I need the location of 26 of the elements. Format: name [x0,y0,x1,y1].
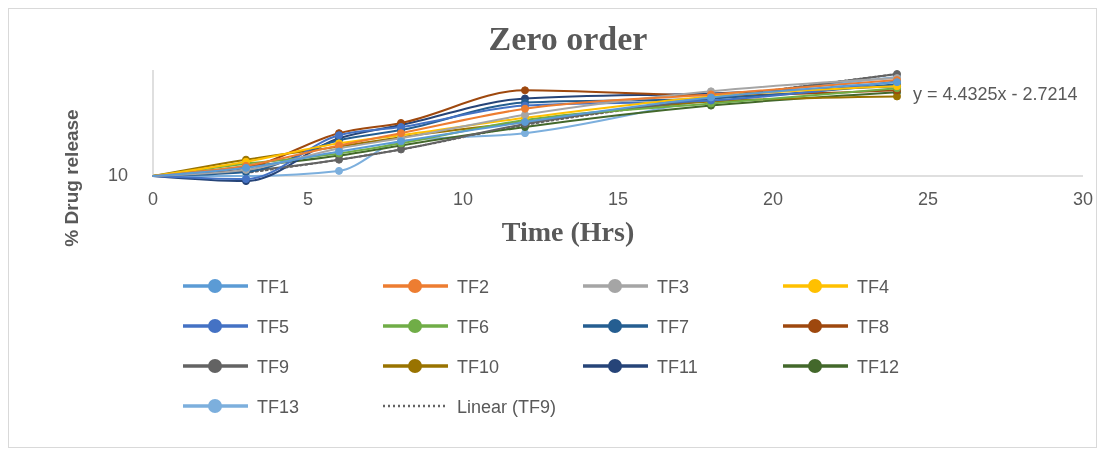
legend-label: TF12 [857,357,900,377]
legend-label: TF9 [257,357,290,377]
legend-label: Linear (TF9) [457,397,557,417]
x-tick-label: 30 [1072,189,1094,209]
y-axis-title: % Drug release [61,109,82,247]
annotation: y = 4.4325x - 2.7214 [913,84,1078,104]
legend-label: TF2 [457,277,490,297]
legend-label: TF10 [457,357,500,377]
legend-label: TF6 [457,317,490,337]
x-tick-label: 25 [917,189,939,209]
x-tick-label: 15 [607,189,629,209]
x-axis-title: Time (Hrs) [501,216,635,247]
legend-label: TF13 [257,397,300,417]
x-tick-label: 0 [147,189,159,209]
chart-title: Zero order [488,20,648,57]
legend-label: TF1 [257,277,290,297]
legend-label: TF8 [857,317,890,337]
legend-label: TF11 [657,357,698,377]
x-tick-label: 10 [452,189,474,209]
x-tick-label: 20 [762,189,784,209]
legend-label: TF4 [857,277,890,297]
x-tick-label: 5 [302,189,314,209]
text: 10 [107,165,128,185]
legend-label: TF7 [657,317,690,337]
legend-label: TF5 [257,317,290,337]
legend-label: TF3 [657,277,690,297]
